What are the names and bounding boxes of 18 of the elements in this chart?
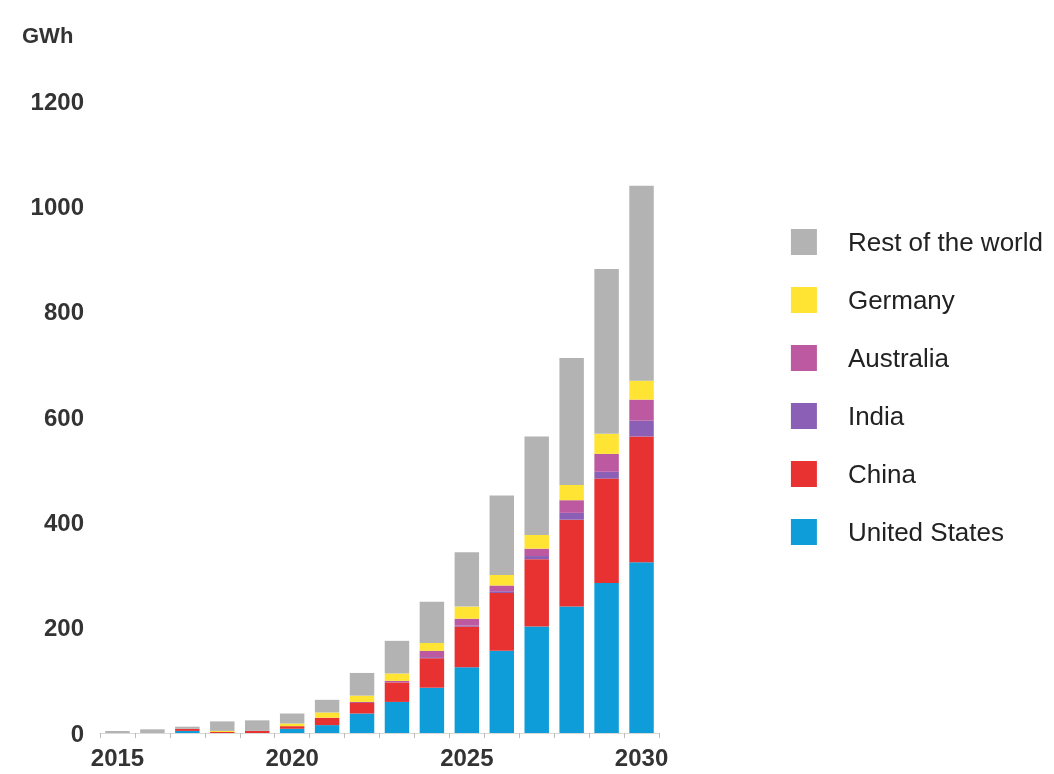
legend-label: Germany [847, 285, 955, 315]
legend-label: Rest of the world [847, 227, 1043, 257]
x-tick-label: 2020 [265, 743, 319, 771]
legend-label: China [847, 459, 917, 489]
x-tick-label: 2025 [440, 743, 494, 771]
y-tick-label: 200 [43, 614, 84, 642]
y-tick-label: 600 [43, 403, 84, 431]
legend-label: India [847, 401, 905, 431]
y-tick-label: 1200 [30, 87, 84, 115]
x-tick-label: 2015 [90, 743, 145, 771]
y-axis-title: GWh [22, 22, 74, 48]
x-tick-label: 2030 [614, 743, 669, 771]
legend-label: Australia [847, 343, 950, 373]
y-tick-label: 800 [43, 298, 84, 326]
y-tick-label: 0 [70, 719, 84, 747]
y-tick-label: 1000 [30, 192, 84, 220]
legend-label: United States [847, 517, 1004, 547]
y-tick-label: 400 [43, 508, 84, 536]
